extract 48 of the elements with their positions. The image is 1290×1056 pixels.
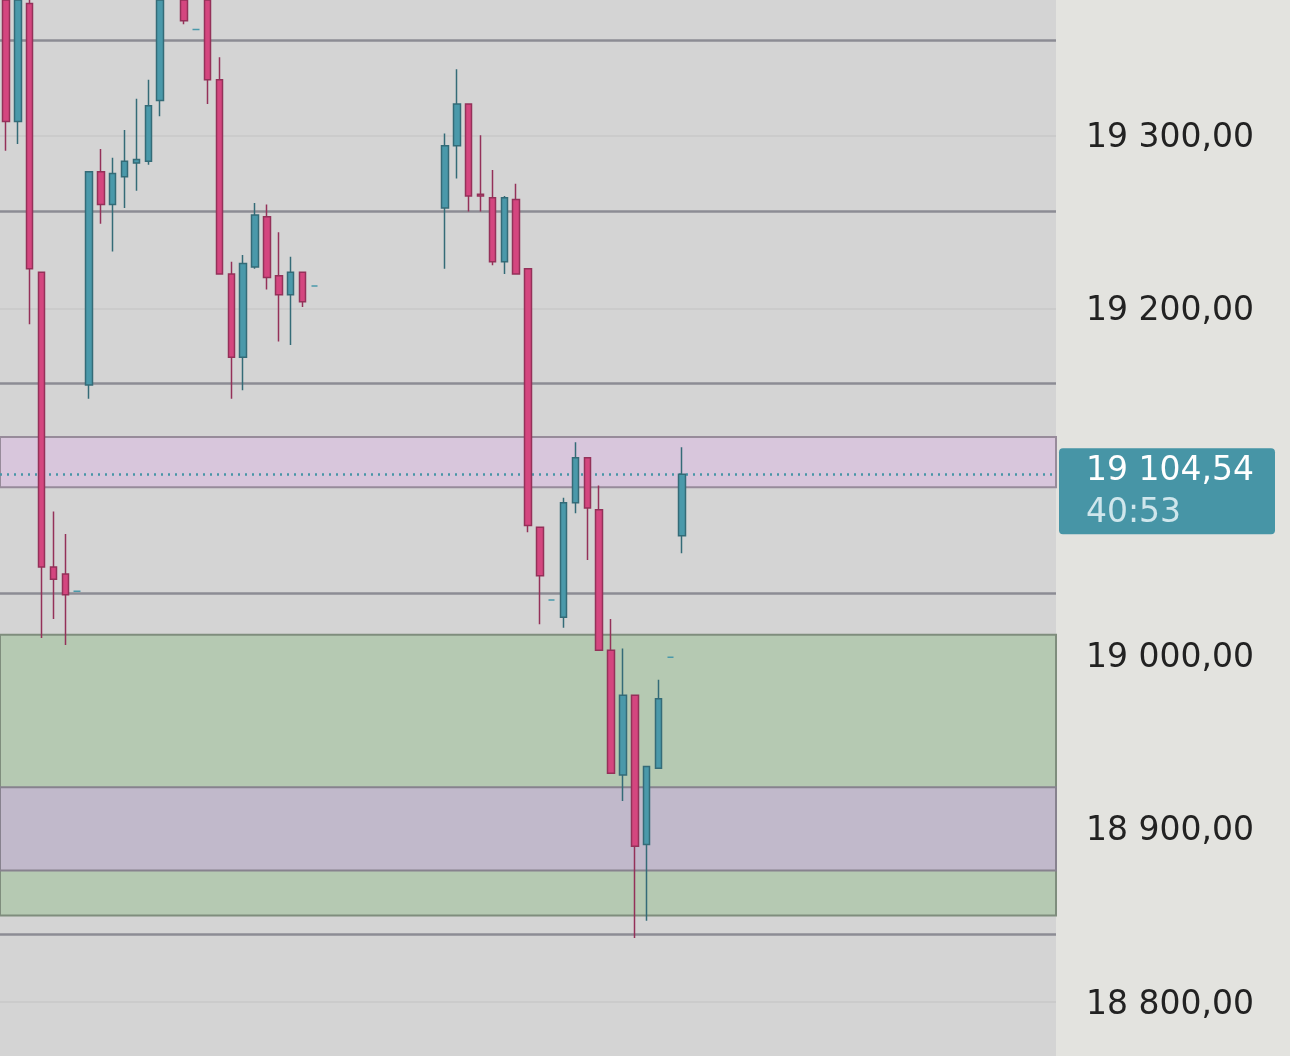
candlestick [1, 0, 11, 152]
candlestick [13, 0, 23, 145]
candlestick [108, 157, 117, 253]
candlestick [215, 56, 224, 275]
y-tick-label: 18 800,00 [1086, 982, 1254, 1022]
candlestick [227, 261, 236, 400]
candlestick [274, 231, 284, 343]
candlestick [523, 268, 533, 534]
y-tick-label: 19 200,00 [1086, 289, 1254, 329]
ref-line-label: 19 104,54 [1086, 449, 1254, 489]
candlestick [132, 98, 141, 192]
candlestick [155, 0, 165, 117]
candlestick [286, 255, 295, 346]
candlestick [630, 694, 640, 939]
y-tick-label: 19 000,00 [1086, 635, 1254, 675]
candlestick [49, 510, 58, 620]
candlestick [618, 647, 628, 802]
candlestick [488, 169, 497, 267]
candlestick [464, 103, 473, 213]
y-tick-label: 18 900,00 [1086, 809, 1254, 849]
candlestick [120, 129, 129, 209]
candlestick [535, 526, 545, 625]
text: 40:53 [1086, 491, 1182, 531]
candlestick [203, 0, 212, 105]
candlestick [179, 0, 189, 26]
candlestick [511, 183, 521, 275]
candlestick [25, 0, 34, 326]
candlestick [96, 148, 106, 225]
candlestick [144, 79, 153, 166]
candlestick [37, 271, 46, 639]
candlestick [84, 170, 94, 400]
candlestick [298, 271, 307, 308]
candlestick [594, 484, 604, 651]
candlestick [500, 195, 509, 275]
candlestick [583, 457, 592, 561]
candlestick [440, 132, 450, 270]
candlestick [262, 203, 272, 291]
candlestick [606, 618, 616, 775]
candlestick [654, 678, 663, 769]
candlestick [571, 441, 580, 515]
y-tick-label: 19 300,00 [1086, 115, 1254, 155]
candlestick [452, 68, 462, 180]
candlestick [61, 533, 70, 646]
candlestick [559, 496, 568, 629]
candlestick [250, 202, 260, 270]
candlestick [476, 134, 485, 213]
candlestick [238, 254, 248, 391]
candlestick [642, 765, 651, 922]
